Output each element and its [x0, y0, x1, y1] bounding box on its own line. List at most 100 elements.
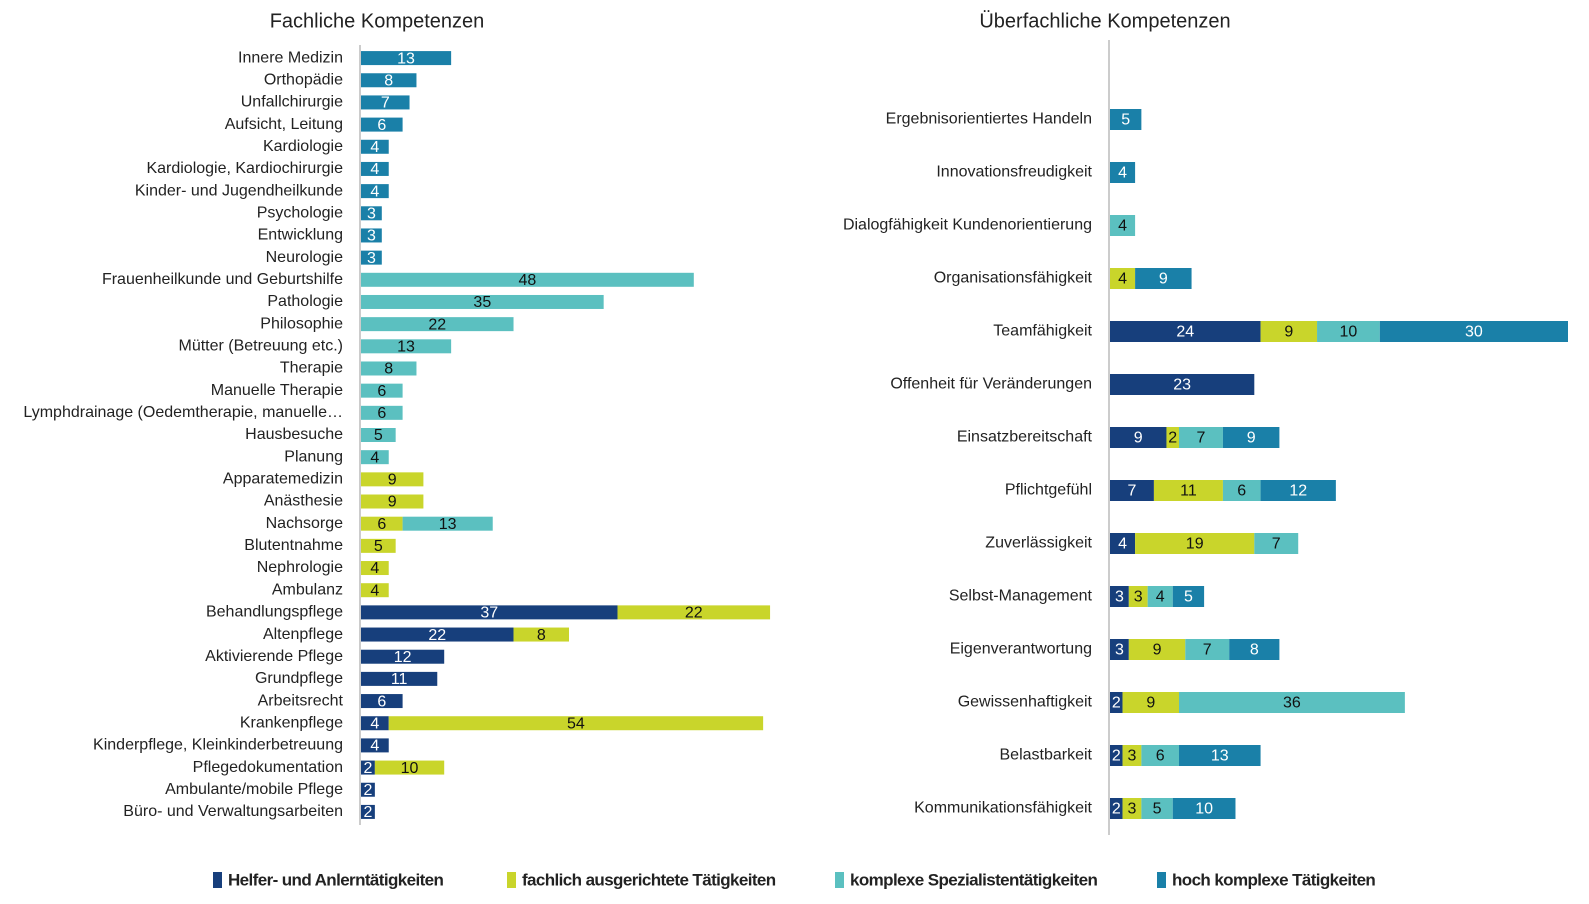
bar-segment: [1229, 639, 1280, 660]
data-label: 5: [1153, 801, 1162, 818]
legend-label: Helfer- und Anlerntätigkeiten: [228, 870, 443, 889]
bar-segment: [1110, 798, 1123, 819]
bar-segment: [374, 760, 445, 775]
data-label: 7: [1197, 430, 1206, 447]
y-tick-label: Dialogfähigkeit Kundenorientierung: [843, 217, 1092, 234]
data-label: 24: [1176, 324, 1194, 341]
bar-segment: [361, 716, 389, 731]
bar-segment: [361, 782, 375, 797]
data-label: 10: [1340, 324, 1358, 341]
bar-segment: [361, 627, 514, 642]
y-tick-label: Arbeitsrecht: [258, 692, 344, 709]
y-tick-label: Altenpflege: [263, 626, 343, 643]
bar-segment: [1110, 427, 1167, 448]
data-label: 4: [370, 738, 379, 755]
y-tick-label: Ambulanz: [272, 581, 343, 598]
y-tick-label: Pathologie: [267, 293, 343, 310]
data-label: 54: [567, 715, 585, 732]
data-label: 2: [1112, 695, 1121, 712]
data-label: 3: [1115, 589, 1124, 606]
bar-segment: [1317, 321, 1380, 342]
data-label: 9: [388, 472, 397, 489]
bar-segment: [361, 804, 375, 819]
bar-segment: [361, 294, 604, 309]
bar-segment: [361, 738, 389, 753]
y-tick-label: Philosophie: [260, 315, 343, 332]
y-tick-label: Büro- und Verwaltungsarbeiten: [123, 803, 343, 820]
bar-segment: [1179, 427, 1223, 448]
data-label: 8: [537, 627, 546, 644]
data-label: 37: [480, 605, 498, 622]
bar-segment: [617, 605, 771, 620]
y-tick-label: Aufsicht, Leitung: [225, 116, 343, 133]
data-label: 12: [394, 649, 412, 666]
bar-segment: [1122, 798, 1142, 819]
bar-segment: [361, 51, 452, 66]
bar-segment: [361, 139, 389, 154]
y-tick-label: Apparatemedizin: [223, 471, 343, 488]
data-label: 4: [370, 560, 379, 577]
y-tick-label: Frauenheilkunde und Geburtshilfe: [102, 271, 343, 288]
bar-segment: [1110, 745, 1123, 766]
data-label: 4: [370, 449, 379, 466]
data-label: 2: [363, 760, 372, 777]
bar-segment: [1110, 109, 1142, 130]
bar-segment: [1260, 480, 1336, 501]
bar-segment: [1110, 586, 1129, 607]
bar-segment: [361, 472, 424, 487]
data-label: 4: [1118, 271, 1127, 288]
y-tick-label: Behandlungspflege: [206, 604, 343, 621]
y-tick-label: Kinder- und Jugendheilkunde: [135, 182, 343, 199]
data-label: 12: [1289, 483, 1307, 500]
bar-segment: [388, 716, 764, 731]
data-label: 5: [1184, 589, 1193, 606]
data-label: 4: [1118, 165, 1127, 182]
y-tick-label: Innovationsfreudigkeit: [936, 164, 1092, 181]
y-tick-label: Pflichtgefühl: [1005, 482, 1092, 499]
data-label: 4: [1118, 218, 1127, 235]
data-label: 36: [1283, 695, 1301, 712]
data-label: 3: [1128, 748, 1137, 765]
data-label: 8: [1250, 642, 1259, 659]
data-label: 11: [391, 671, 408, 688]
data-label: 22: [428, 316, 446, 333]
data-label: 48: [519, 272, 537, 289]
y-tick-label: Aktivierende Pflege: [205, 648, 343, 665]
y-tick-label: Belastbarkeit: [1000, 747, 1093, 764]
data-label: 3: [1115, 642, 1124, 659]
data-label: 4: [1156, 589, 1165, 606]
y-tick-label: Nachsorge: [266, 515, 343, 532]
bar-segment: [1122, 745, 1142, 766]
data-label: 4: [370, 183, 379, 200]
data-label: 4: [370, 715, 379, 732]
y-tick-label: Lymphdrainage (Oedemtherapie, manuelle…: [23, 404, 343, 421]
data-label: 7: [1128, 483, 1137, 500]
bar-segment: [1179, 692, 1405, 713]
data-label: 30: [1465, 324, 1483, 341]
data-label: 2: [363, 782, 372, 799]
data-label: 13: [397, 50, 415, 67]
data-label: 10: [401, 760, 419, 777]
legend-swatch: [1157, 872, 1166, 888]
bar-segment: [1222, 480, 1261, 501]
y-tick-label: Zuverlässigkeit: [985, 535, 1092, 552]
bar-segment: [361, 361, 417, 376]
bar-segment: [1128, 586, 1148, 607]
y-tick-label: Kardiologie, Kardiochirurgie: [146, 160, 343, 177]
data-label: 19: [1186, 536, 1204, 553]
bar-segment: [361, 383, 403, 398]
y-tick-label: Innere Medizin: [238, 49, 343, 66]
bar-segment: [361, 184, 389, 199]
data-label: 3: [367, 250, 376, 267]
y-tick-label: Planung: [284, 448, 343, 465]
data-label: 6: [377, 383, 386, 400]
data-label: 6: [1237, 483, 1246, 500]
y-tick-label: Teamfähigkeit: [993, 323, 1092, 340]
data-label: 3: [367, 228, 376, 245]
data-label: 22: [428, 627, 446, 644]
legend-label: hoch komplexe Tätigkeiten: [1172, 870, 1375, 889]
bar-segment: [361, 228, 382, 243]
bar-segment: [1110, 533, 1136, 554]
y-tick-label: Mütter (Betreuung etc.): [178, 338, 343, 355]
data-label: 5: [374, 538, 383, 555]
